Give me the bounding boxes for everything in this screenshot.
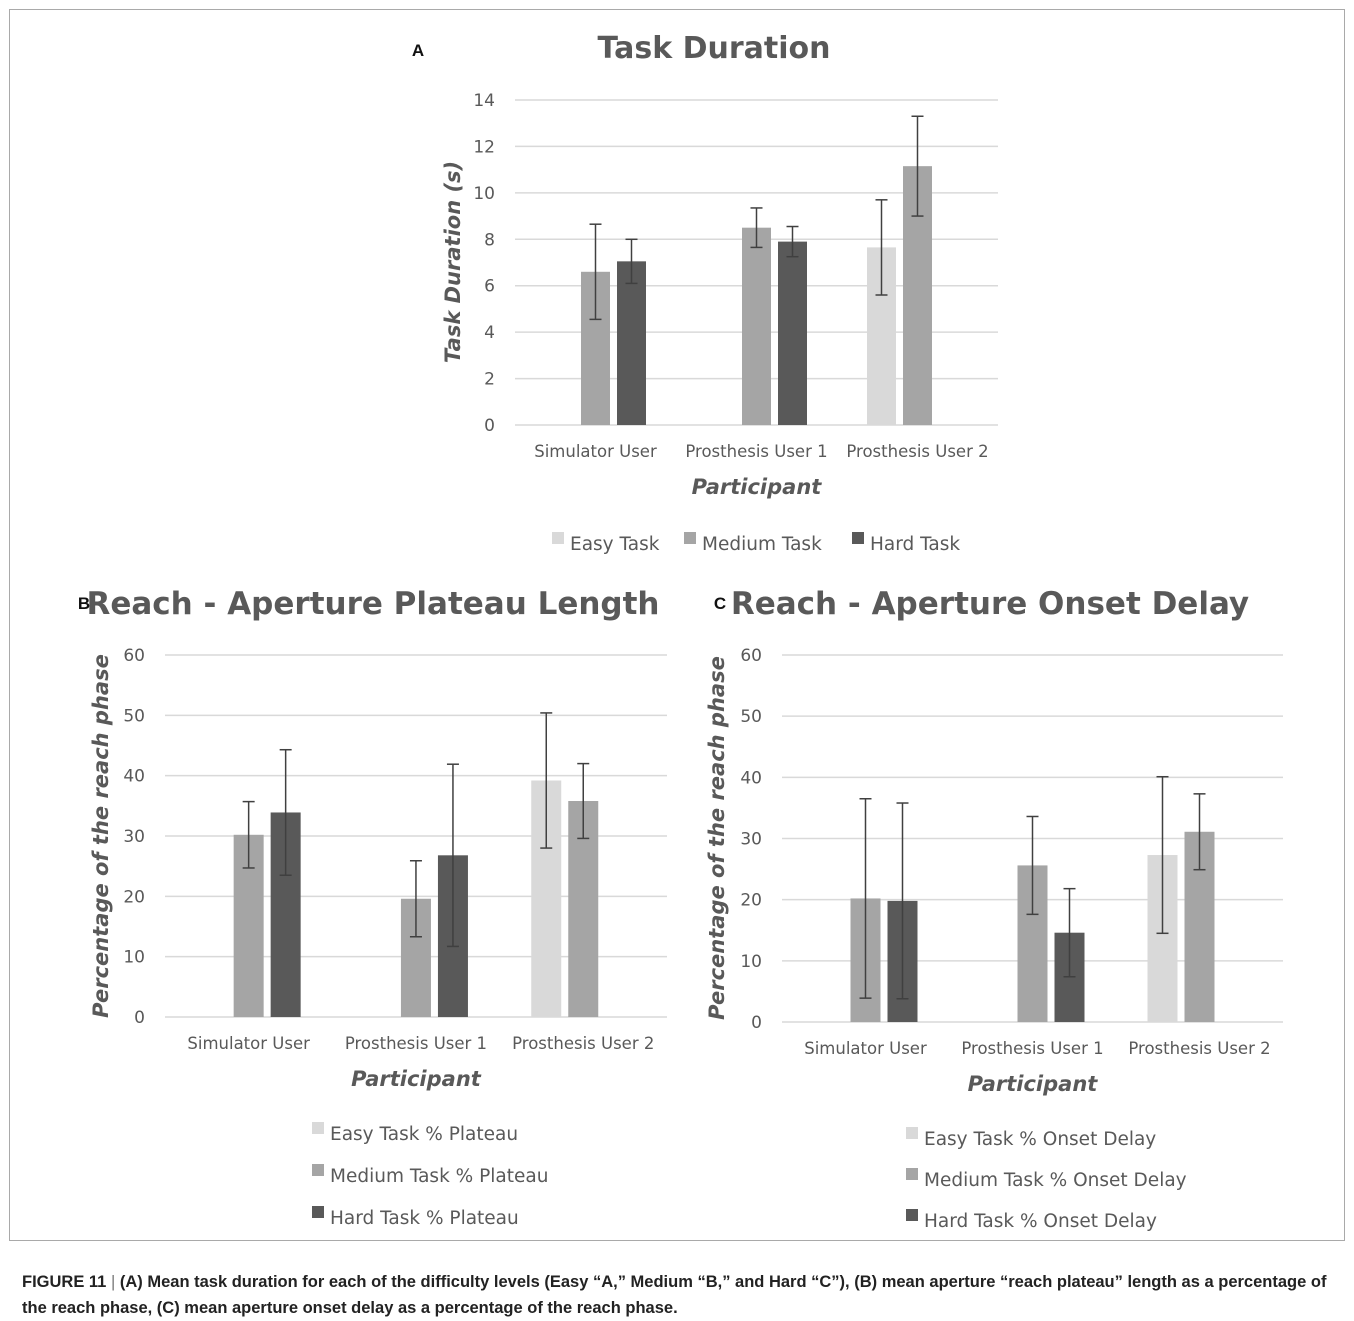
legend-label: Medium Task % Plateau (330, 1166, 548, 1187)
y-tick-label: 14 (473, 91, 495, 111)
legend-label: Easy Task (570, 534, 660, 555)
y-axis-label: Percentage of the reach phase (89, 654, 113, 1018)
y-tick-label: 0 (134, 1008, 145, 1028)
y-tick-label: 4 (484, 323, 495, 343)
bar (617, 261, 646, 425)
x-axis-label: Participant (968, 1072, 1099, 1096)
legend-swatch (684, 532, 696, 544)
bar (778, 241, 807, 425)
x-tick-label: Simulator User (534, 442, 657, 461)
y-tick-label: 50 (123, 706, 145, 726)
legend-label: Hard Task (870, 534, 960, 555)
legend-label: Hard Task % Plateau (330, 1208, 519, 1229)
x-tick-label: Prosthesis User 1 (685, 442, 827, 461)
legend-swatch (906, 1127, 918, 1139)
legend-label: Easy Task % Plateau (330, 1124, 518, 1145)
caption-separator: | (110, 1273, 116, 1291)
legend-swatch (312, 1122, 324, 1134)
y-tick-label: 20 (740, 891, 762, 911)
x-tick-label: Prosthesis User 2 (846, 442, 988, 461)
x-tick-label: Simulator User (804, 1039, 927, 1058)
legend-label: Easy Task % Onset Delay (924, 1129, 1156, 1150)
figure-frame (9, 9, 1345, 1241)
panel-label: C (714, 594, 726, 613)
panel-label: A (412, 41, 424, 60)
legend-swatch (552, 532, 564, 544)
y-tick-label: 60 (740, 646, 762, 666)
chart-title: Reach - Aperture Onset Delay (731, 586, 1249, 622)
y-tick-label: 60 (123, 646, 145, 666)
x-tick-label: Prosthesis User 1 (961, 1039, 1103, 1058)
x-axis-label: Participant (692, 475, 823, 499)
x-tick-label: Prosthesis User 2 (1128, 1039, 1270, 1058)
y-tick-label: 30 (123, 827, 145, 847)
legend-swatch (906, 1209, 918, 1221)
figure-caption: FIGURE 11 | (A) Mean task duration for e… (22, 1269, 1337, 1321)
x-axis-label: Participant (351, 1067, 482, 1091)
y-tick-label: 0 (484, 416, 495, 436)
panel-label: B (78, 594, 90, 613)
caption-label: FIGURE 11 (22, 1273, 107, 1291)
y-tick-label: 40 (123, 767, 145, 787)
x-tick-label: Prosthesis User 1 (345, 1034, 487, 1053)
legend-swatch (312, 1164, 324, 1176)
legend-swatch (906, 1168, 918, 1180)
legend-swatch (852, 532, 864, 544)
legend-label: Medium Task % Onset Delay (924, 1170, 1187, 1191)
legend-label: Medium Task (702, 534, 822, 555)
y-tick-label: 12 (473, 137, 495, 157)
figure-canvas: A Task Duration 0 2 4 6 8 10 12 14 Task Duration (… (78, 31, 1283, 1232)
y-tick-label: 8 (484, 230, 495, 250)
y-tick-label: 50 (740, 707, 762, 727)
x-tick-label: Simulator User (187, 1034, 310, 1053)
caption-text: (A) Mean task duration for each of the d… (22, 1273, 1327, 1317)
y-tick-label: 2 (484, 370, 495, 390)
legend-swatch (312, 1206, 324, 1218)
y-tick-label: 10 (123, 948, 145, 968)
y-tick-label: 10 (473, 184, 495, 204)
y-tick-label: 10 (740, 952, 762, 972)
chart-title: Reach - Aperture Plateau Length (86, 586, 659, 622)
y-tick-label: 20 (123, 887, 145, 907)
bar (742, 227, 771, 425)
y-tick-label: 40 (740, 768, 762, 788)
y-axis-label: Task Duration (s) (441, 161, 465, 363)
legend-label: Hard Task % Onset Delay (924, 1211, 1157, 1232)
y-axis-label: Percentage of the reach phase (705, 656, 729, 1020)
chart-title: Task Duration (598, 31, 831, 66)
y-tick-label: 30 (740, 830, 762, 850)
y-tick-label: 0 (751, 1013, 762, 1033)
x-tick-label: Prosthesis User 2 (512, 1034, 654, 1053)
y-tick-label: 6 (484, 277, 495, 297)
